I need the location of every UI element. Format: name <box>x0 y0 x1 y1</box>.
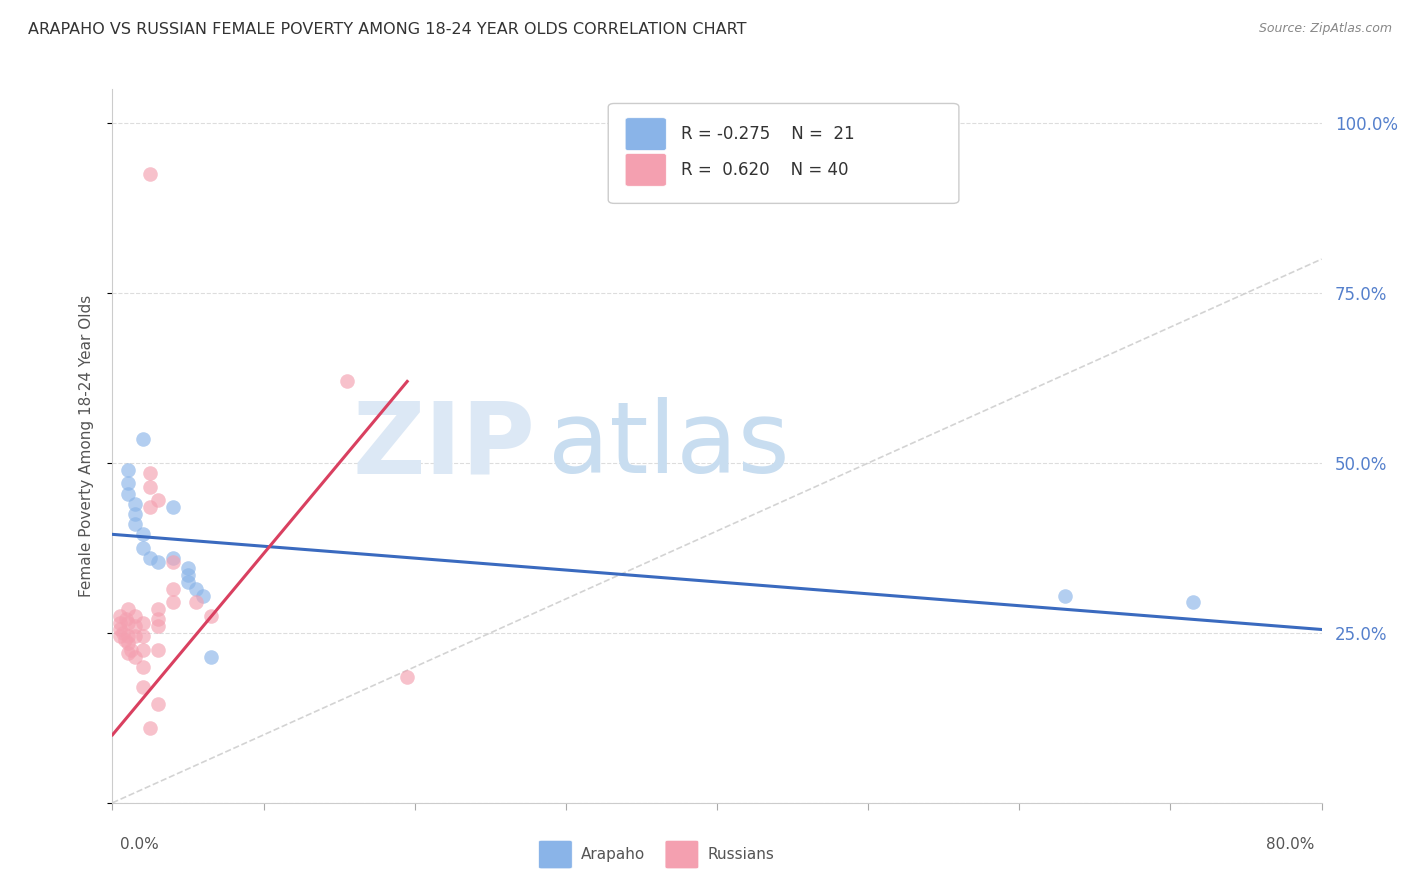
FancyBboxPatch shape <box>626 118 666 151</box>
Point <box>132 660 155 674</box>
Text: Arapaho: Arapaho <box>581 847 645 862</box>
Point <box>132 680 155 694</box>
Point <box>112 626 135 640</box>
Point <box>117 602 139 616</box>
Point <box>162 551 184 566</box>
Point <box>132 615 155 630</box>
Point <box>117 615 139 630</box>
Point <box>146 619 169 633</box>
Point <box>139 721 162 735</box>
Point <box>396 670 419 684</box>
Point <box>124 517 146 532</box>
Point <box>108 608 131 623</box>
Text: ZIP: ZIP <box>353 398 536 494</box>
Point <box>162 555 184 569</box>
Point <box>146 612 169 626</box>
Text: R =  0.620    N = 40: R = 0.620 N = 40 <box>681 161 848 178</box>
Point <box>124 608 146 623</box>
Point <box>124 619 146 633</box>
Point <box>146 493 169 508</box>
Point <box>336 375 359 389</box>
Point <box>177 561 200 575</box>
Point <box>117 646 139 660</box>
Point <box>139 167 162 181</box>
Text: Source: ZipAtlas.com: Source: ZipAtlas.com <box>1258 22 1392 36</box>
Point <box>124 497 146 511</box>
Point <box>117 629 139 643</box>
Point <box>162 582 184 596</box>
Point <box>146 602 169 616</box>
Point <box>124 629 146 643</box>
Text: ARAPAHO VS RUSSIAN FEMALE POVERTY AMONG 18-24 YEAR OLDS CORRELATION CHART: ARAPAHO VS RUSSIAN FEMALE POVERTY AMONG … <box>28 22 747 37</box>
Point <box>120 643 142 657</box>
Point <box>177 568 200 582</box>
Point <box>117 463 139 477</box>
Point <box>139 500 162 515</box>
FancyBboxPatch shape <box>626 153 666 186</box>
Point <box>124 507 146 521</box>
Text: R = -0.275    N =  21: R = -0.275 N = 21 <box>681 125 855 143</box>
Point <box>200 649 222 664</box>
Text: atlas: atlas <box>548 398 789 494</box>
Text: Russians: Russians <box>707 847 775 862</box>
Point <box>124 649 146 664</box>
Point <box>184 595 207 609</box>
Point <box>139 480 162 494</box>
Point <box>162 500 184 515</box>
Point <box>139 466 162 480</box>
Point <box>108 615 131 630</box>
Point <box>200 608 222 623</box>
Point <box>115 612 138 626</box>
Point <box>146 698 169 712</box>
Point <box>191 589 214 603</box>
Point <box>1053 589 1076 603</box>
Point <box>117 476 139 491</box>
Point <box>132 432 155 446</box>
Point <box>132 527 155 541</box>
Point <box>162 595 184 609</box>
Point <box>146 555 169 569</box>
Point <box>117 636 139 650</box>
Point <box>146 643 169 657</box>
Point <box>132 629 155 643</box>
Point <box>177 574 200 589</box>
Point <box>132 643 155 657</box>
Point <box>108 623 131 637</box>
Point <box>117 486 139 500</box>
Text: 80.0%: 80.0% <box>1267 837 1315 852</box>
Point <box>184 582 207 596</box>
Point <box>132 541 155 555</box>
FancyBboxPatch shape <box>609 103 959 203</box>
Y-axis label: Female Poverty Among 18-24 Year Olds: Female Poverty Among 18-24 Year Olds <box>79 295 94 597</box>
Point <box>1182 595 1205 609</box>
Point <box>108 629 131 643</box>
Point <box>114 632 136 647</box>
Text: 0.0%: 0.0% <box>120 837 159 852</box>
Point <box>139 551 162 566</box>
